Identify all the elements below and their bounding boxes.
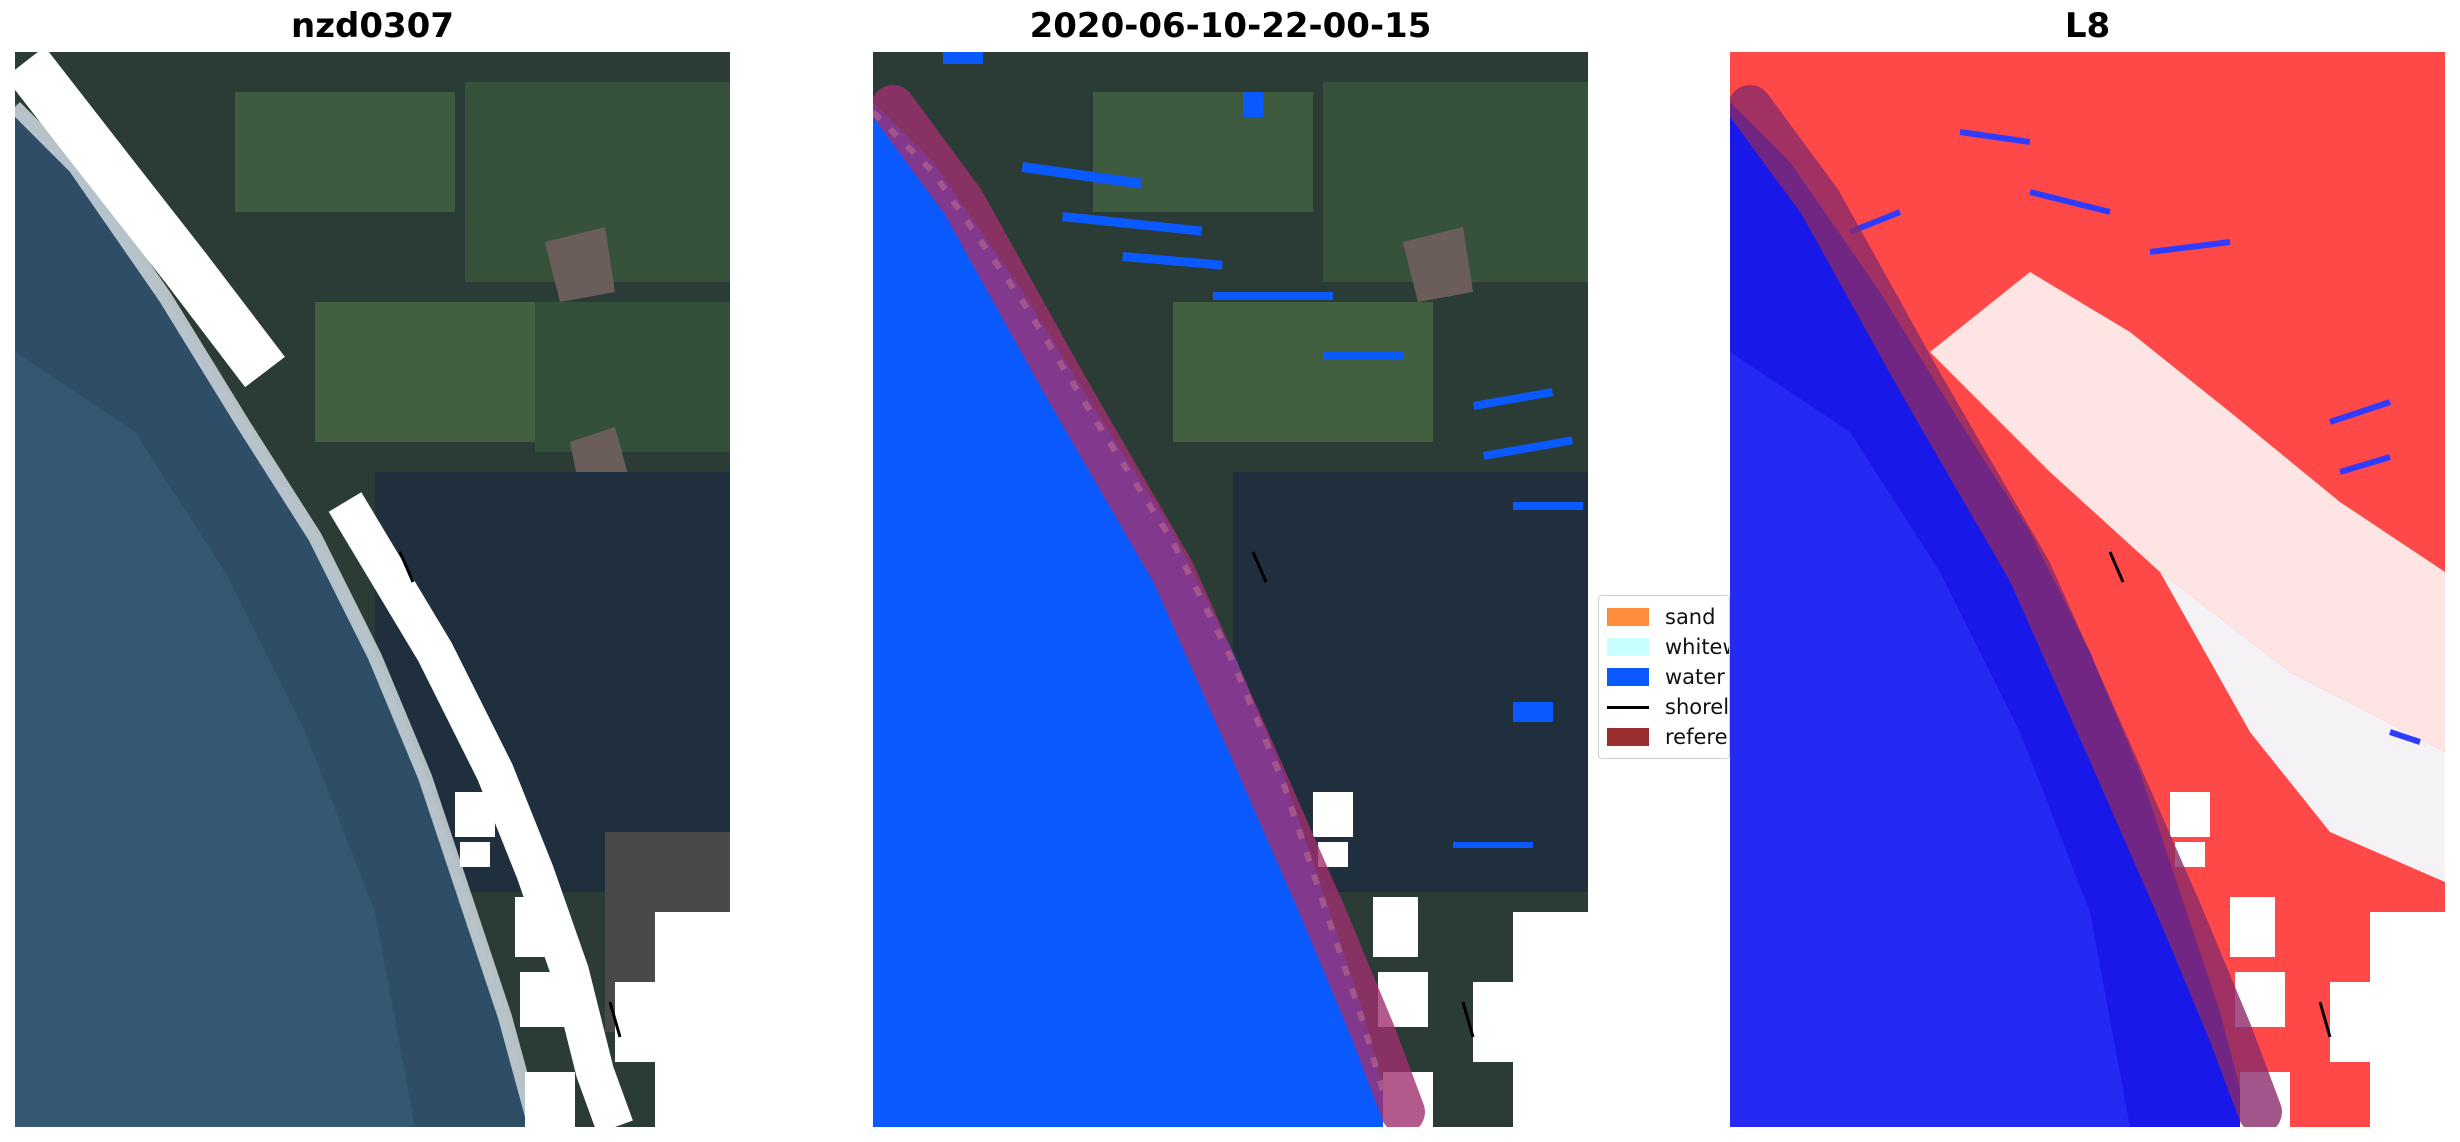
panel-title-rgb: nzd0307 [291, 6, 454, 46]
panel-title-classification: 2020-06-10-22-00-15 [1029, 6, 1432, 46]
legend-item-water: water [1607, 665, 1725, 689]
rgb-image-panel [15, 52, 730, 1127]
water-swatch [1607, 668, 1649, 686]
classification-panel [873, 52, 1588, 1127]
legend-label-shoreline: shoreline [1665, 695, 1730, 719]
legend-label-water: water [1665, 665, 1725, 689]
legend-label-sand: sand [1665, 605, 1716, 629]
legend-label-reference-shoreline: reference shoreline [1665, 725, 1729, 749]
panel-title-index: L8 [2064, 6, 2111, 46]
index-image [1730, 52, 2445, 1127]
legend-item-sand: sand [1607, 605, 1715, 629]
rgb-image [15, 52, 730, 1127]
reference-shoreline-swatch [1607, 728, 1649, 746]
whitewater-swatch [1607, 638, 1649, 656]
sand-swatch [1607, 608, 1649, 626]
index-panel [1730, 52, 2445, 1127]
shoreline-line [1607, 705, 1649, 709]
classification-image [873, 52, 1588, 1127]
legend-item-reference-shoreline: reference shoreline [1607, 725, 1729, 749]
legend-item-shoreline: shoreline [1607, 695, 1730, 719]
